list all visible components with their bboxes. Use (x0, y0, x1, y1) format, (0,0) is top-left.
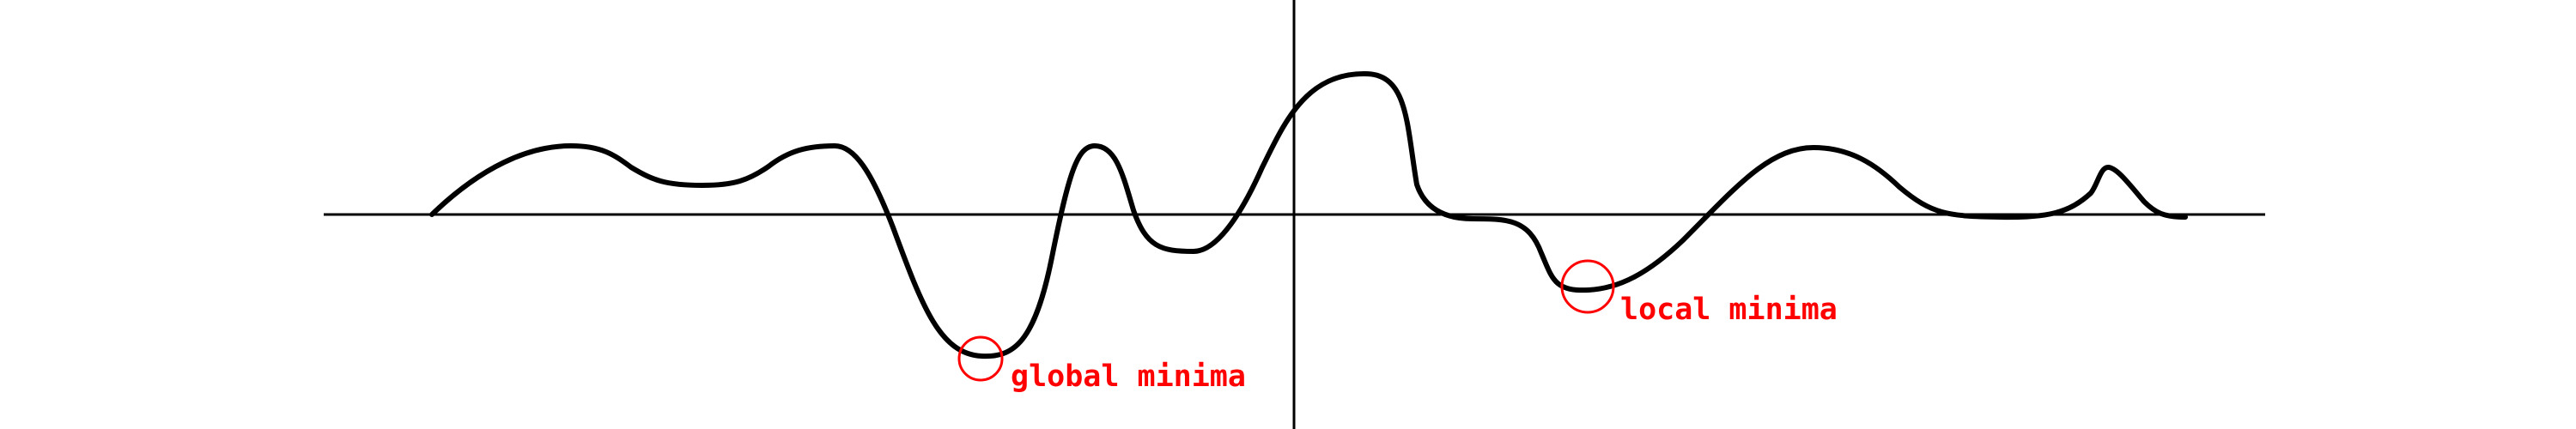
global-minima-marker (957, 335, 1004, 382)
local-minima-marker (1560, 259, 1615, 314)
local-minima-label: local minima (1620, 293, 1838, 327)
global-minima-label: global minima (1011, 360, 1246, 394)
function-curve (429, 70, 2188, 360)
